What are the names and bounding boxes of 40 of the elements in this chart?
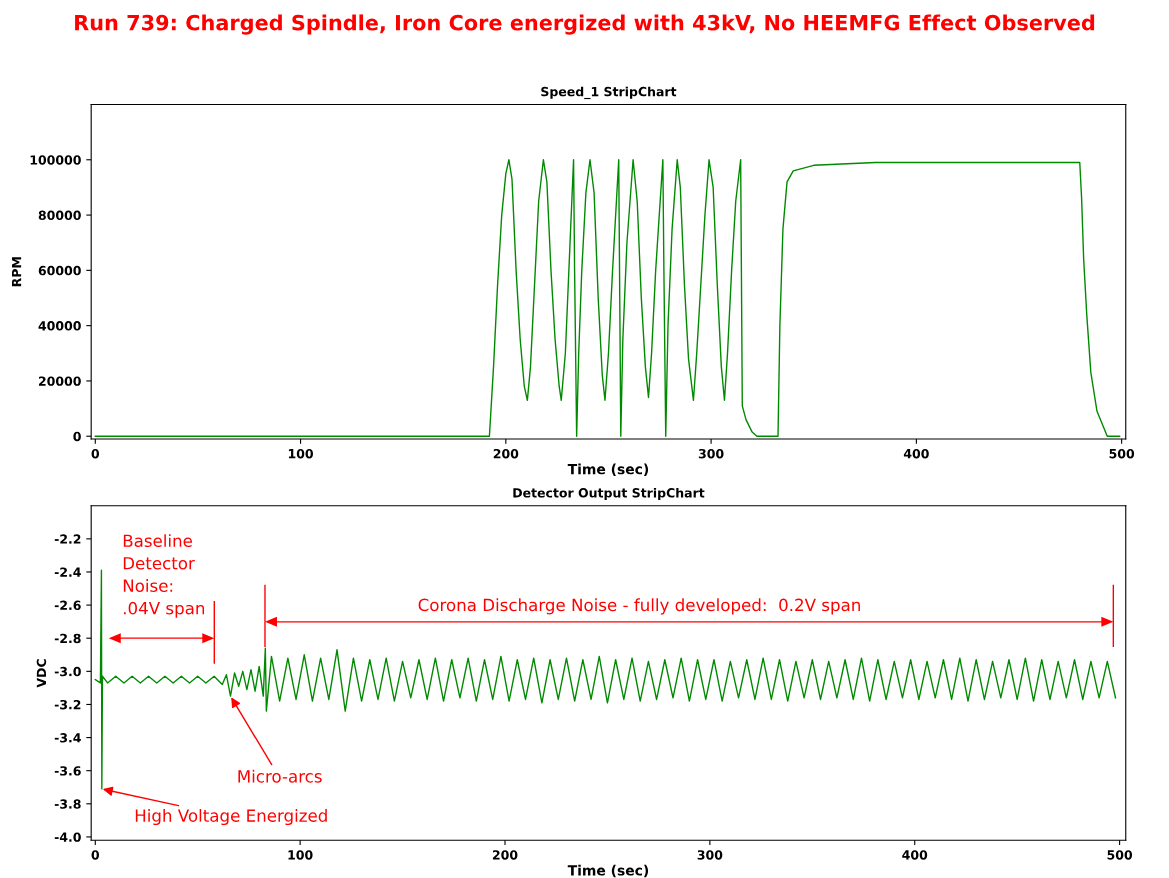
line-series xyxy=(94,159,1121,437)
x-tick-label: 200 xyxy=(492,850,518,860)
x-tick-label: 300 xyxy=(697,850,723,860)
x-tick-label: 400 xyxy=(903,448,929,459)
x-axis-title: Time (sec) xyxy=(567,463,649,476)
annotation: Baseline Detector Noise: .04V span xyxy=(123,534,205,618)
x-tick-label: 300 xyxy=(698,448,724,459)
y-tick-label: 20000 xyxy=(38,376,81,386)
y-tick-label: -4.0 xyxy=(54,832,81,842)
y-tick-label: -2.4 xyxy=(54,567,81,577)
chart-subtitle: Speed_1 StripChart xyxy=(541,86,677,100)
annotation: Corona Discharge Noise - fully developed: 0.2V span xyxy=(418,598,860,615)
x-tick-label: 400 xyxy=(902,850,928,860)
y-tick-label: -3.0 xyxy=(54,666,81,677)
y-axis-title: VDC xyxy=(36,659,47,688)
y-axis-title: RPM xyxy=(12,257,22,287)
x-tick-label: 100 xyxy=(288,448,314,459)
y-tick-label: 0 xyxy=(73,431,81,442)
y-tick-label: -3.4 xyxy=(54,733,81,743)
x-tick-label: 500 xyxy=(1107,850,1133,860)
y-tick-label: -3.2 xyxy=(54,699,81,710)
annotation: High Voltage Energized xyxy=(135,808,327,826)
y-tick-label: 40000 xyxy=(38,321,81,331)
annotation: Micro-arcs xyxy=(238,769,322,783)
y-tick-label: 60000 xyxy=(38,265,81,276)
y-tick-label: 100000 xyxy=(30,155,81,165)
y-tick-label: -2.6 xyxy=(54,600,81,611)
x-tick-label: 100 xyxy=(288,850,313,860)
x-tick-label: 0 xyxy=(91,850,100,860)
x-axis-title: Time (sec) xyxy=(567,864,649,878)
y-tick-label: 80000 xyxy=(38,210,81,220)
x-tick-label: 200 xyxy=(493,448,519,459)
x-tick-label: 500 xyxy=(1109,448,1135,459)
x-tick-label: 0 xyxy=(91,448,100,459)
y-tick-label: -2.8 xyxy=(54,633,81,644)
chart-title: Run 739: Charged Spindle, Iron Core energized with 43kV, No HEEMFG Effect Observed xyxy=(75,14,1095,35)
chart-title: Detector Output StripChart xyxy=(513,487,705,500)
y-tick-label: -3.8 xyxy=(54,799,81,809)
y-tick-label: -2.2 xyxy=(54,534,81,544)
y-tick-label: -3.6 xyxy=(54,766,81,776)
